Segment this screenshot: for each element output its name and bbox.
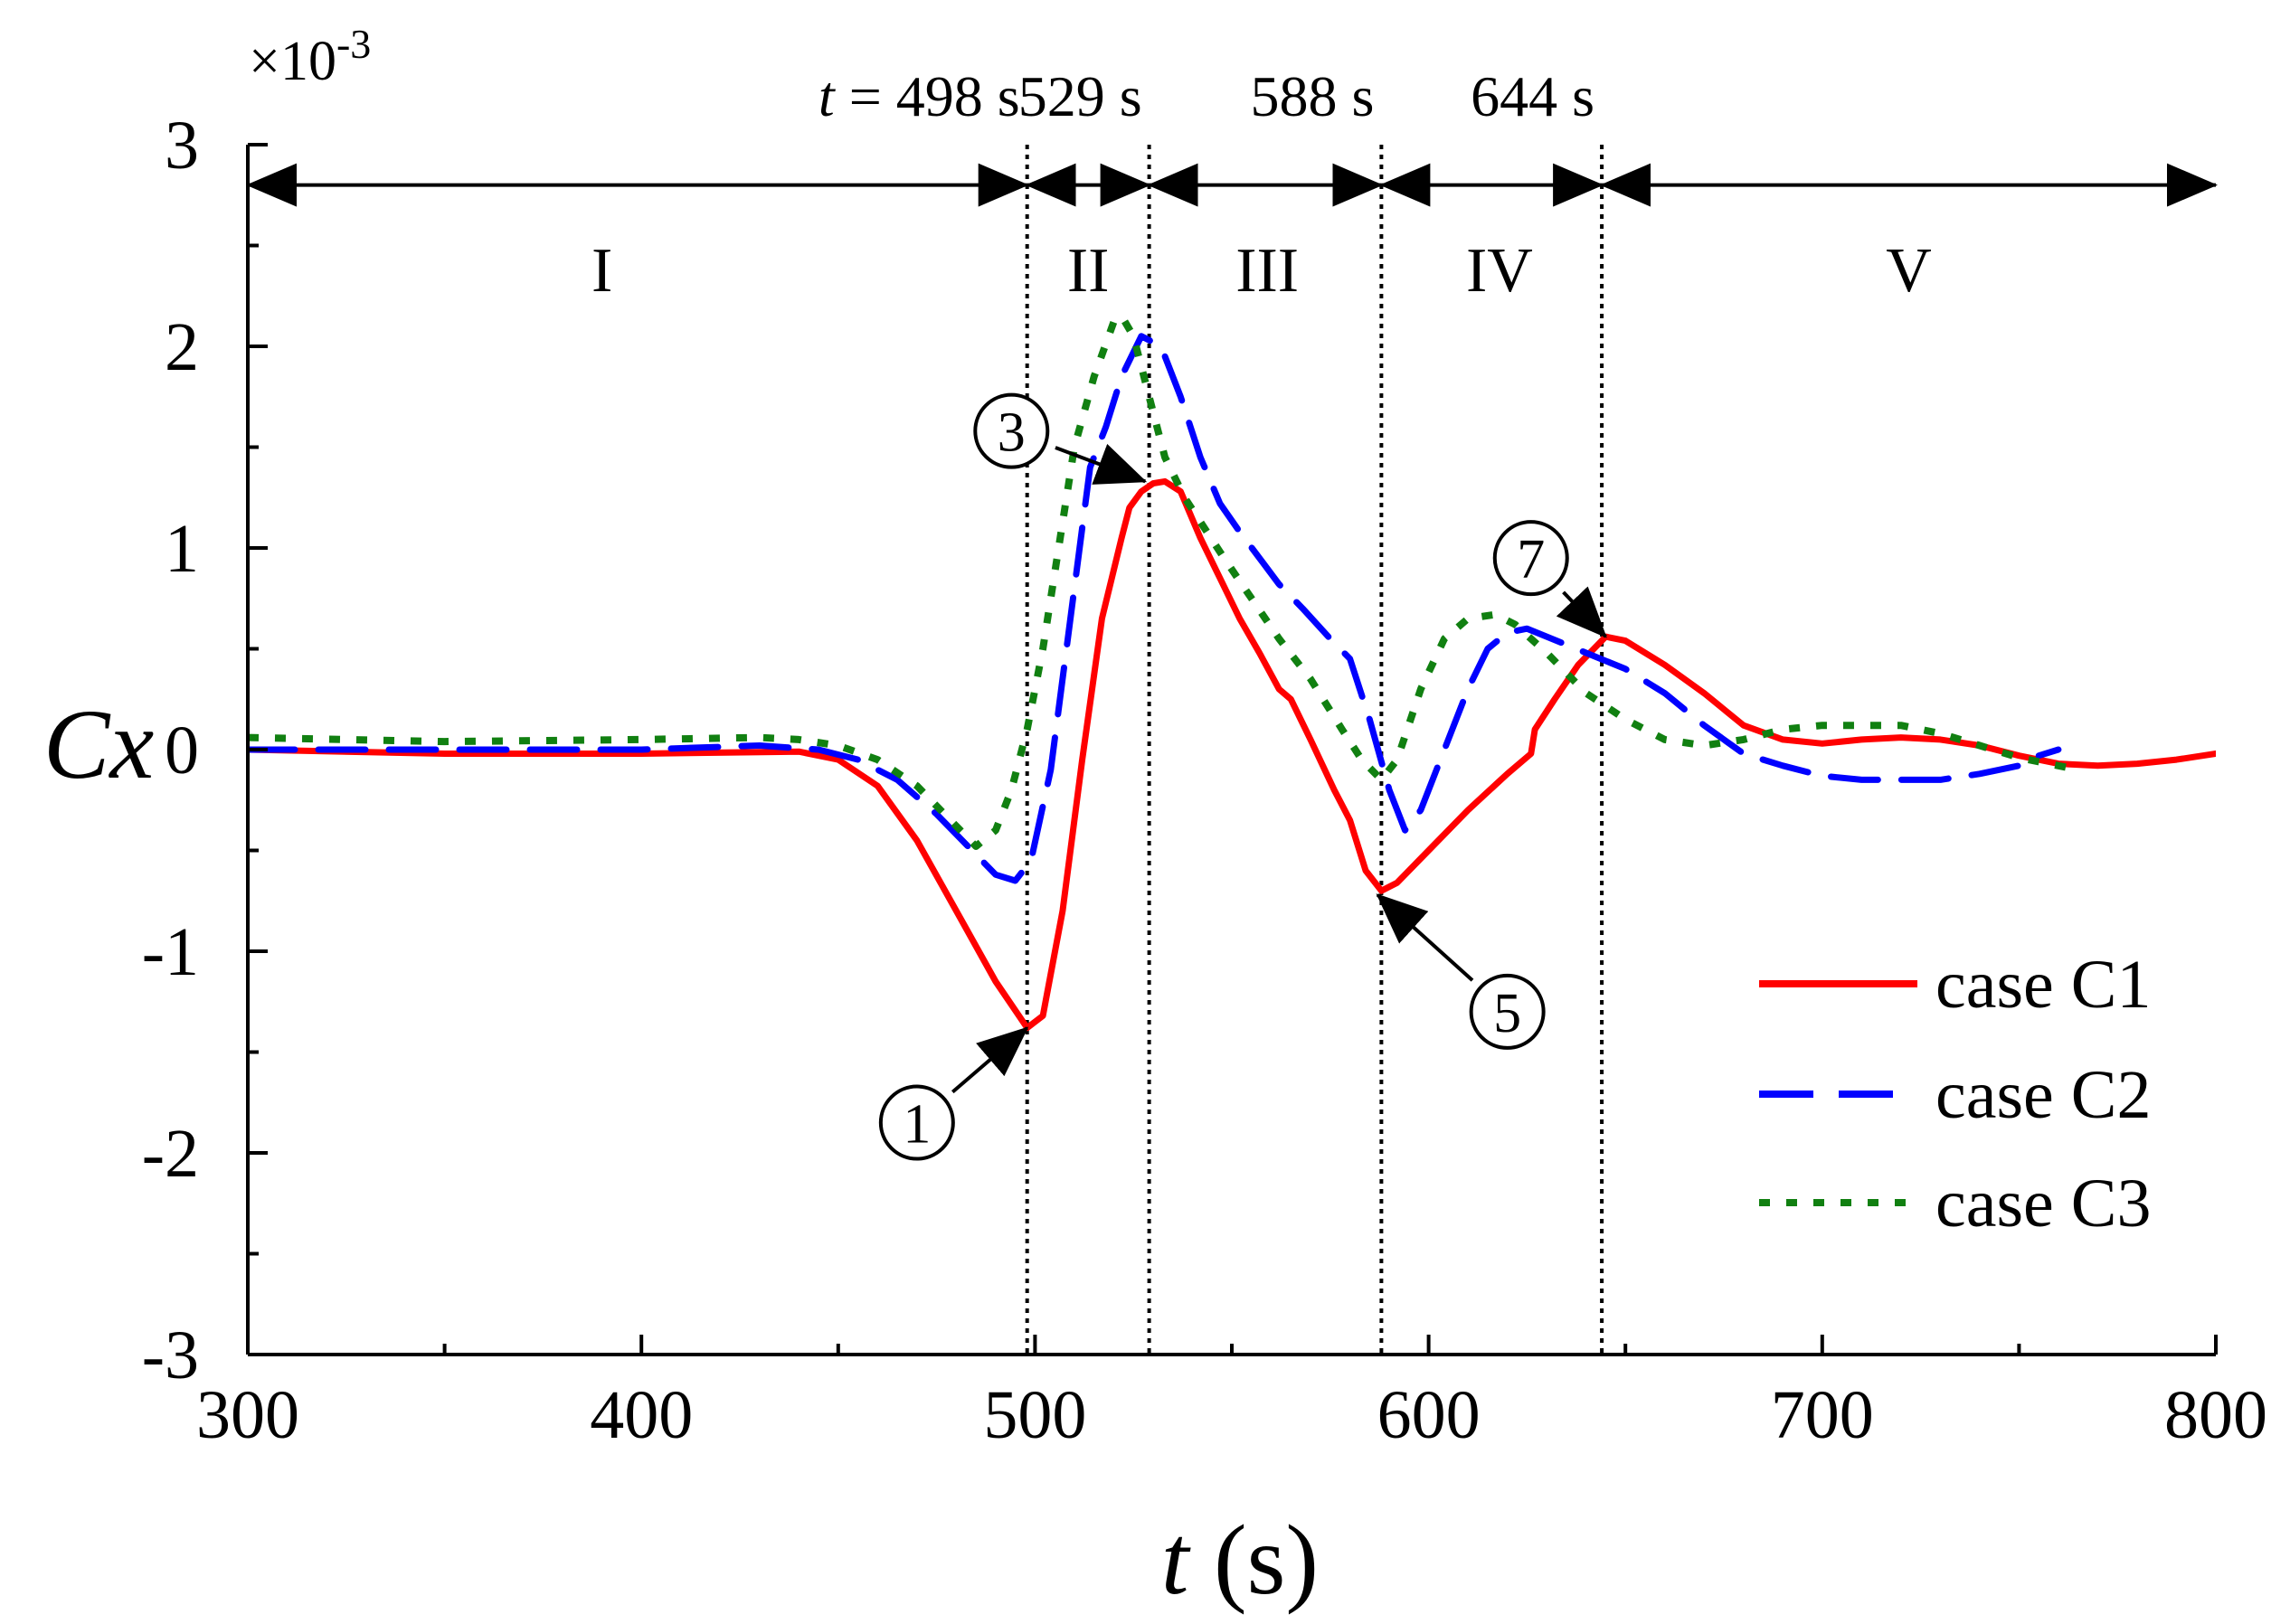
x-tick-label: 400 <box>590 1377 693 1453</box>
annotation-circle <box>1492 520 1569 597</box>
annotation-number: 7 <box>1517 529 1545 590</box>
legend: case C1 case C2 case C3 <box>1759 947 2151 1242</box>
legend-label: case C1 <box>1935 947 2151 1023</box>
stage-label: IV <box>1466 236 1533 306</box>
event-label: 588 s <box>1250 64 1374 128</box>
stage-label: V <box>1886 236 1932 306</box>
legend-label: case C2 <box>1935 1057 2151 1133</box>
x-tick-label: 700 <box>1771 1377 1874 1453</box>
y-tick-label: 0 <box>165 713 199 788</box>
y-tick-label: 1 <box>165 511 199 587</box>
y-multiplier: ×10-3 <box>249 21 371 92</box>
y-tick-label: -2 <box>142 1116 199 1192</box>
event-label-value: 588 s <box>1250 64 1374 128</box>
y-axis-label: Cx <box>43 689 154 799</box>
series-line <box>248 312 2079 850</box>
x-tick-label: 800 <box>2164 1377 2267 1453</box>
annotation-arrow <box>1055 443 1148 485</box>
stage-label: III <box>1235 236 1299 306</box>
stage-label: I <box>591 236 612 306</box>
annotations-layer: 1 3 5 7 <box>878 392 1607 1161</box>
x-tick-label: 300 <box>196 1377 299 1453</box>
annotation-number: 3 <box>998 402 1026 464</box>
y-tick-label: 2 <box>165 309 199 385</box>
series-line <box>248 477 2216 1032</box>
x-tick-label: 600 <box>1377 1377 1481 1453</box>
x-axis-label: t (s) <box>1161 1505 1319 1615</box>
event-label-value: = 498 s <box>849 64 1020 128</box>
x-tick-label: 500 <box>983 1377 1086 1453</box>
event-label: t = 498 s <box>819 64 1020 128</box>
annotation-circle <box>973 392 1050 469</box>
annotation-number: 1 <box>903 1094 931 1156</box>
annotation-number: 5 <box>1493 983 1521 1044</box>
legend-label: case C3 <box>1935 1166 2151 1242</box>
annotation-circle <box>1469 973 1546 1050</box>
annotation-circle <box>878 1084 955 1161</box>
stage-label: II <box>1067 236 1110 306</box>
annotation-arrow <box>1556 586 1607 638</box>
y-tick-label: -3 <box>142 1317 199 1393</box>
event-label: 529 s <box>1018 64 1142 128</box>
annotation-arrow <box>1376 893 1474 982</box>
event-label-value: 529 s <box>1018 64 1142 128</box>
annotation-arrow <box>951 1026 1029 1094</box>
series-line <box>248 333 2062 884</box>
axes-layer: 300 400 500 600 700 800 3 2 1 0 -1 -2 -3 <box>142 108 2267 1453</box>
y-tick-label: -1 <box>142 914 199 990</box>
y-tick-label: 3 <box>165 108 199 184</box>
series-layer <box>248 312 2216 1032</box>
event-label-var: t <box>819 64 849 128</box>
event-label: 644 s <box>1471 64 1594 128</box>
event-label-value: 644 s <box>1471 64 1594 128</box>
